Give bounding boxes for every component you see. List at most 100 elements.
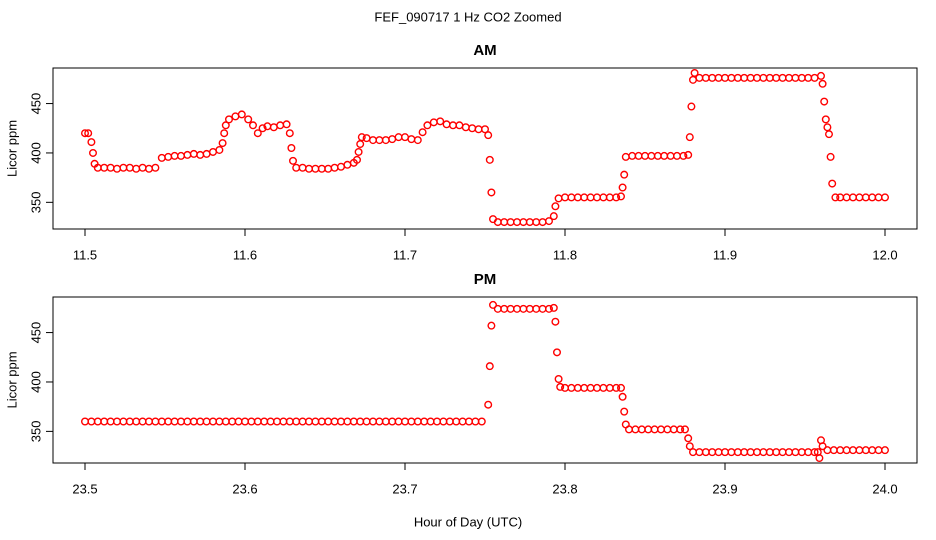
point	[394, 417, 403, 426]
point	[513, 218, 522, 227]
point	[401, 417, 410, 426]
point	[740, 73, 749, 82]
point	[112, 417, 121, 426]
point	[695, 448, 704, 457]
point	[354, 147, 363, 156]
point	[593, 383, 602, 392]
point	[375, 136, 384, 145]
point	[660, 151, 669, 160]
point	[356, 140, 365, 149]
point	[689, 448, 698, 457]
point	[828, 179, 837, 188]
point	[620, 170, 629, 179]
point	[125, 417, 134, 426]
point	[289, 156, 298, 165]
point	[554, 194, 563, 203]
point	[330, 417, 339, 426]
point	[337, 162, 346, 171]
point	[708, 73, 717, 82]
x-tick-label: 23.8	[552, 481, 577, 496]
point	[413, 136, 422, 145]
point	[442, 120, 451, 129]
plot-frame	[52, 67, 918, 230]
point	[220, 129, 229, 138]
point	[657, 425, 666, 434]
point	[868, 193, 877, 202]
point	[468, 124, 477, 133]
point	[861, 193, 870, 202]
point	[465, 417, 474, 426]
point	[701, 73, 710, 82]
point	[452, 417, 461, 426]
point	[493, 304, 502, 313]
point	[84, 129, 93, 138]
point	[506, 218, 515, 227]
point	[714, 73, 723, 82]
point	[669, 425, 678, 434]
point	[356, 417, 365, 426]
point	[349, 417, 358, 426]
y-tick-label: 350	[28, 421, 43, 443]
point	[183, 417, 192, 426]
point	[240, 417, 249, 426]
point	[144, 417, 153, 426]
point	[87, 417, 96, 426]
x-tick-label: 23.6	[232, 481, 257, 496]
point	[826, 152, 835, 161]
point	[855, 446, 864, 455]
point	[685, 442, 694, 451]
point	[772, 73, 781, 82]
plot-frame	[52, 296, 918, 464]
point	[765, 73, 774, 82]
point	[759, 73, 768, 82]
x-tick-label: 11.8	[553, 247, 577, 262]
point	[248, 121, 257, 130]
point	[612, 383, 621, 392]
point	[413, 417, 422, 426]
point	[439, 417, 448, 426]
point	[317, 164, 326, 173]
point	[861, 446, 870, 455]
point	[820, 97, 829, 106]
point	[567, 193, 576, 202]
point	[132, 164, 141, 173]
point	[647, 151, 656, 160]
point	[189, 149, 198, 158]
point	[525, 304, 534, 313]
point	[855, 193, 864, 202]
point	[208, 417, 217, 426]
point	[381, 417, 390, 426]
point	[679, 151, 688, 160]
point	[292, 163, 301, 172]
point	[842, 446, 851, 455]
point	[298, 163, 307, 172]
point	[810, 73, 819, 82]
point	[753, 448, 762, 457]
point	[817, 71, 826, 80]
point	[599, 383, 608, 392]
point	[687, 102, 696, 111]
point	[746, 73, 755, 82]
point	[727, 448, 736, 457]
point	[260, 417, 269, 426]
point	[164, 152, 173, 161]
point	[362, 417, 371, 426]
point	[202, 417, 211, 426]
point	[628, 151, 637, 160]
point	[881, 193, 890, 202]
y-tick-label: 450	[28, 93, 43, 115]
point	[388, 135, 397, 144]
panel-title: PM	[474, 271, 497, 288]
point	[100, 163, 109, 172]
point	[381, 136, 390, 145]
point	[721, 73, 730, 82]
point	[663, 425, 672, 434]
point	[418, 128, 427, 137]
point	[93, 417, 102, 426]
point	[791, 448, 800, 457]
point	[605, 193, 614, 202]
point	[481, 125, 490, 134]
point	[545, 217, 554, 226]
point	[215, 417, 224, 426]
